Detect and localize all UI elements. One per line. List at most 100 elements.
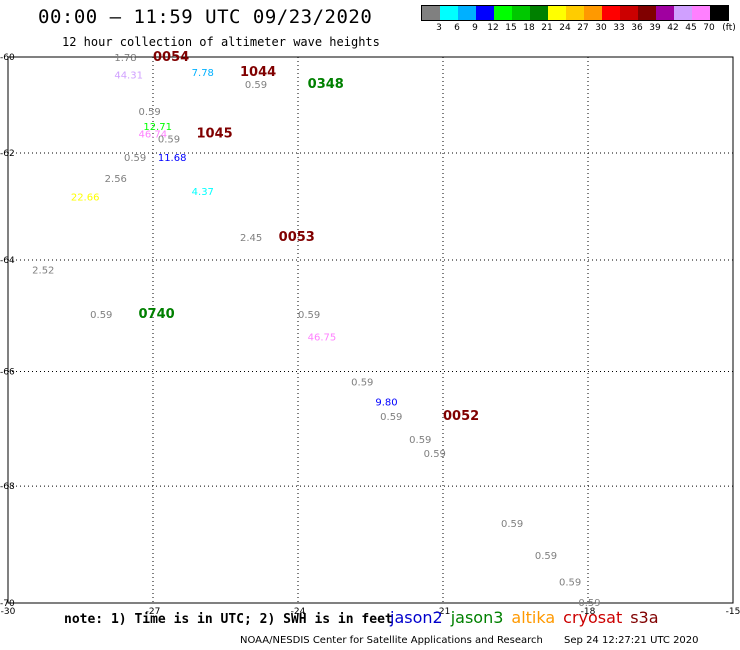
lon-tick-label: -24 — [291, 607, 306, 617]
legend-label: 3 — [436, 23, 442, 33]
pass-time-label: 0740 — [139, 307, 175, 322]
lat-lon-grid — [8, 57, 733, 603]
legend-swatch — [584, 6, 602, 20]
swh-label: 0.59 — [124, 153, 146, 164]
satellite-jason2: jason2 — [390, 608, 443, 627]
map-frame — [7, 56, 734, 604]
swh-label: 0.59 — [559, 577, 581, 588]
legend-swatch — [656, 6, 674, 20]
swh-label: 7.78 — [192, 68, 214, 79]
legend-swatch — [440, 6, 458, 20]
swh-label: 0.59 — [535, 551, 557, 562]
legend-color-bar — [421, 5, 729, 21]
pass-time-label: 1044 — [240, 65, 276, 80]
swh-label: 0.59 — [158, 135, 180, 146]
legend-swatch — [692, 6, 710, 20]
legend-swatch — [620, 6, 638, 20]
satellite-legend: jason2 jason3 altika cryosat s3a — [390, 608, 667, 627]
legend-swatch — [548, 6, 566, 20]
pass-time-label: 0053 — [279, 230, 315, 245]
legend-swatch — [458, 6, 476, 20]
satellite-cryosat: cryosat — [563, 608, 623, 627]
pass-time-label: 1045 — [197, 127, 233, 142]
swh-label: 0.59 — [90, 310, 112, 321]
legend-swatch — [422, 6, 440, 20]
lon-tick-label: -18 — [581, 607, 596, 617]
legend-label: 9 — [472, 23, 478, 33]
units-note: note: 1) Time is in UTC; 2) SWH is in fe… — [64, 612, 393, 627]
legend-label: 21 — [541, 23, 553, 33]
legend-swatch — [710, 6, 728, 20]
pass-time-label: 0052 — [443, 409, 479, 424]
legend-label: 70 — [703, 23, 715, 33]
legend-swatch — [566, 6, 584, 20]
lon-tick-label: -27 — [146, 607, 161, 617]
swh-label: 0.59 — [409, 435, 431, 446]
legend-labels: 3 6 9 12 15 18 21 24 27 30 33 36 39 42 45 70 (ft) — [421, 21, 736, 33]
swh-label: 0.59 — [578, 598, 600, 609]
pass-time-label: 0348 — [308, 77, 344, 92]
legend-label: 30 — [595, 23, 607, 33]
swh-label: 12.71 — [143, 122, 172, 133]
swh-label: 0.59 — [380, 412, 402, 423]
legend-label: 42 — [667, 23, 679, 33]
swh-label: 9.80 — [375, 398, 397, 409]
footer-credit: NOAA/NESDIS Center for Satellite Applica… — [240, 635, 543, 646]
legend-label: 18 — [523, 23, 535, 33]
swh-label: 46.74 — [139, 130, 168, 141]
legend-label: 39 — [649, 23, 661, 33]
lat-tick-label: -60 — [0, 53, 15, 63]
satellite-s3a: s3a — [630, 608, 659, 627]
legend-swatch — [494, 6, 512, 20]
swh-label: 1.78 — [114, 53, 136, 64]
swh-label: 0.59 — [424, 449, 446, 460]
lon-tick-label: -30 — [1, 607, 16, 617]
legend-label: (ft) — [722, 23, 736, 33]
swh-label: 2.56 — [105, 174, 127, 185]
legend-swatch — [512, 6, 530, 20]
satellite-altika: altika — [511, 608, 556, 627]
legend-label: 36 — [631, 23, 643, 33]
legend-label: 24 — [559, 23, 571, 33]
page-title: 00:00 – 11:59 UTC 09/23/2020 — [38, 6, 373, 28]
lat-tick-label: -62 — [0, 149, 15, 159]
pass-time-label: 0054 — [153, 50, 189, 65]
lat-tick-label: -64 — [0, 256, 15, 266]
legend-label: 6 — [454, 23, 460, 33]
swh-label: 11.68 — [158, 153, 187, 164]
page-subtitle: 12 hour collection of altimeter wave hei… — [62, 35, 380, 49]
swh-label: 0.59 — [501, 519, 523, 530]
swh-label: 0.59 — [245, 80, 267, 91]
lat-tick-label: -70 — [0, 599, 15, 609]
swh-label: 0.59 — [351, 378, 373, 389]
legend-swatch — [602, 6, 620, 20]
legend-label: 45 — [685, 23, 697, 33]
lon-tick-label: -21 — [436, 607, 451, 617]
legend-label: 33 — [613, 23, 625, 33]
legend-swatch — [674, 6, 692, 20]
swh-label: 0.59 — [298, 310, 320, 321]
satellite-jason3: jason3 — [450, 608, 504, 627]
swh-label: 0.59 — [139, 107, 161, 118]
legend-label: 27 — [577, 23, 589, 33]
lon-tick-label: -15 — [726, 607, 740, 617]
legend-label: 12 — [487, 23, 499, 33]
swh-label: 44.31 — [114, 70, 143, 81]
axis-ticks: -30 -27 -24 -21 -18 -15 -60 -62 -64 -66 -68 -70 — [0, 53, 740, 617]
footer: NOAA/NESDIS Center for Satellite Applica… — [240, 635, 699, 646]
swh-label: 22.66 — [71, 192, 100, 203]
color-legend: 3 6 9 12 15 18 21 24 27 30 33 36 39 42 45 70 (ft) — [421, 5, 736, 33]
swh-label: 2.45 — [240, 233, 262, 244]
swh-label: 2.52 — [32, 266, 54, 277]
legend-swatch — [476, 6, 494, 20]
swh-label: 4.37 — [192, 187, 214, 198]
swh-label: 46.75 — [308, 332, 337, 343]
legend-swatch — [638, 6, 656, 20]
legend-label: 15 — [505, 23, 517, 33]
lat-tick-label: -66 — [0, 367, 15, 377]
legend-swatch — [530, 6, 548, 20]
footer-timestamp: Sep 24 12:27:21 UTC 2020 — [564, 635, 699, 646]
lat-tick-label: -68 — [0, 482, 15, 492]
